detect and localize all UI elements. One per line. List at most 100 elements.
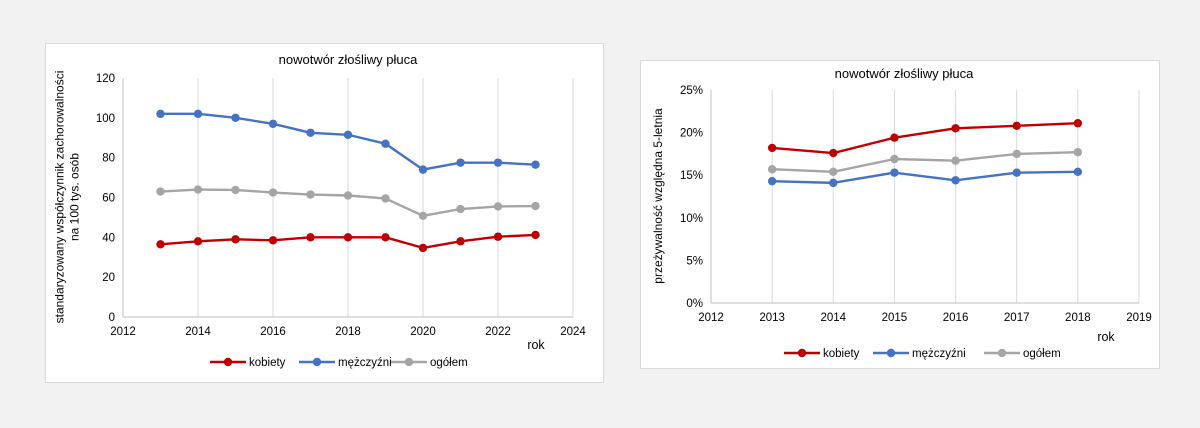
survival-chart: nowotwór złośliwy płuca 0% 5% 10% 15% 20% 25% 2… xyxy=(651,66,1152,360)
legend-label-mezczyzni: mężczyźni xyxy=(912,348,966,360)
data-point-ogolem xyxy=(531,201,540,211)
x-tick-label: 2012 xyxy=(110,326,136,338)
y-tick-label: 25% xyxy=(680,85,703,97)
data-point-mezczyzni xyxy=(418,165,428,174)
data-point-kobiety xyxy=(890,133,899,142)
data-point-kobiety xyxy=(1012,121,1021,130)
data-point-ogolem xyxy=(156,187,165,196)
y-tick-label: 10% xyxy=(680,213,703,225)
data-point-mezczyzni xyxy=(306,128,315,137)
data-point-mezczyzni xyxy=(951,176,960,185)
data-point-kobiety xyxy=(231,235,240,244)
data-point-mezczyzni xyxy=(268,119,278,129)
x-tick-label: 2013 xyxy=(759,312,785,324)
chart-panel-incidence: nowotwór złośliwy płuca 0 20 40 60 80 100 120 20… xyxy=(45,43,604,383)
data-point-mezczyzni xyxy=(193,109,203,119)
data-point-kobiety xyxy=(306,233,315,242)
legend-marker-mezczyzni xyxy=(886,348,896,358)
data-point-ogolem xyxy=(306,190,315,199)
chart-title: nowotwór złośliwy płuca xyxy=(279,52,418,67)
data-point-ogolem xyxy=(829,167,838,176)
data-point-mezczyzni xyxy=(1073,167,1083,176)
data-point-kobiety xyxy=(493,232,503,241)
legend-label-kobiety: kobiety xyxy=(249,357,286,369)
data-point-ogolem xyxy=(767,165,777,174)
x-tick-label: 2020 xyxy=(410,326,436,338)
incidence-chart: nowotwór złośliwy płuca 0 20 40 60 80 100 120 20… xyxy=(53,52,587,369)
data-point-ogolem xyxy=(268,188,278,197)
data-point-kobiety xyxy=(829,148,838,158)
data-point-kobiety xyxy=(951,124,960,133)
data-point-ogolem xyxy=(418,211,428,221)
data-point-mezczyzni xyxy=(456,158,465,167)
legend-label-mezczyzni: mężczyźni xyxy=(338,357,392,369)
x-tick-label: 2022 xyxy=(485,326,511,338)
data-point-kobiety xyxy=(193,237,203,246)
data-point-kobiety xyxy=(418,243,428,253)
y-axis-label: przeżywalność względna 5-letnia xyxy=(651,108,665,284)
y-tick-label: 120 xyxy=(96,73,115,85)
legend-marker-mezczyzni xyxy=(312,357,322,367)
x-tick-label: 2014 xyxy=(185,326,211,338)
y-axis-label: standaryzowany współczynnik zachorowalno… xyxy=(53,71,67,324)
legend-marker-ogolem xyxy=(404,357,414,367)
data-point-mezczyzni xyxy=(890,168,899,177)
x-tick-label: 2012 xyxy=(698,312,724,324)
y-tick-label: 80 xyxy=(102,153,115,165)
data-point-ogolem xyxy=(890,154,899,164)
legend-label-kobiety: kobiety xyxy=(823,348,860,360)
data-point-ogolem xyxy=(381,194,390,203)
data-point-mezczyzni xyxy=(343,130,353,139)
data-point-mezczyzni xyxy=(829,178,838,188)
x-tick-label: 2024 xyxy=(560,326,586,338)
data-point-kobiety xyxy=(767,143,777,153)
y-axis-label: na 100 tys. osób xyxy=(68,153,82,241)
data-point-kobiety xyxy=(156,240,165,249)
x-tick-label: 2019 xyxy=(1126,312,1152,324)
y-tick-label: 60 xyxy=(102,193,115,205)
x-tick-label: 2014 xyxy=(820,312,846,324)
data-point-ogolem xyxy=(343,191,353,200)
y-tick-label: 5% xyxy=(686,255,703,267)
y-tick-label: 100 xyxy=(96,113,115,125)
chart-title: nowotwór złośliwy płuca xyxy=(835,66,974,81)
data-point-kobiety xyxy=(268,236,278,245)
x-tick-label: 2016 xyxy=(943,312,969,324)
legend-label-ogolem: ogółem xyxy=(430,357,468,369)
x-tick-label: 2015 xyxy=(882,312,908,324)
data-point-mezczyzni xyxy=(381,139,390,148)
data-point-ogolem xyxy=(1073,147,1083,157)
x-tick-label: 2017 xyxy=(1004,312,1030,324)
series-line-mezczyzni xyxy=(772,170,1078,185)
y-tick-label: 0 xyxy=(109,312,115,324)
data-point-mezczyzni xyxy=(231,113,240,123)
data-point-mezczyzni xyxy=(767,176,777,186)
data-point-mezczyzni xyxy=(1012,168,1021,177)
data-point-ogolem xyxy=(193,185,203,194)
x-axis-label: rok xyxy=(527,338,545,352)
y-tick-label: 40 xyxy=(102,232,115,244)
data-point-ogolem xyxy=(951,156,960,165)
data-point-ogolem xyxy=(231,185,240,195)
data-point-ogolem xyxy=(493,202,503,211)
chart-panel-survival: nowotwór złośliwy płuca 0% 5% 10% 15% 20% 25% 2… xyxy=(640,60,1160,369)
series-line-ogolem xyxy=(772,150,1078,173)
data-point-kobiety xyxy=(531,230,540,240)
data-point-kobiety xyxy=(1073,119,1083,128)
x-axis-label: rok xyxy=(1097,330,1115,344)
data-point-kobiety xyxy=(381,233,390,242)
legend-marker-ogolem xyxy=(997,348,1007,358)
data-point-ogolem xyxy=(1012,149,1021,159)
x-tick-label: 2018 xyxy=(335,326,361,338)
y-tick-label: 15% xyxy=(680,170,703,182)
y-tick-label: 0% xyxy=(686,298,703,310)
data-point-mezczyzni xyxy=(531,160,540,169)
data-point-mezczyzni xyxy=(156,109,165,119)
y-tick-label: 20 xyxy=(102,272,115,284)
x-tick-label: 2018 xyxy=(1065,312,1091,324)
data-point-ogolem xyxy=(456,204,465,214)
data-point-kobiety xyxy=(343,233,353,242)
series-line-kobiety xyxy=(772,122,1078,155)
y-tick-label: 20% xyxy=(680,128,703,140)
legend-label-ogolem: ogółem xyxy=(1023,348,1061,360)
